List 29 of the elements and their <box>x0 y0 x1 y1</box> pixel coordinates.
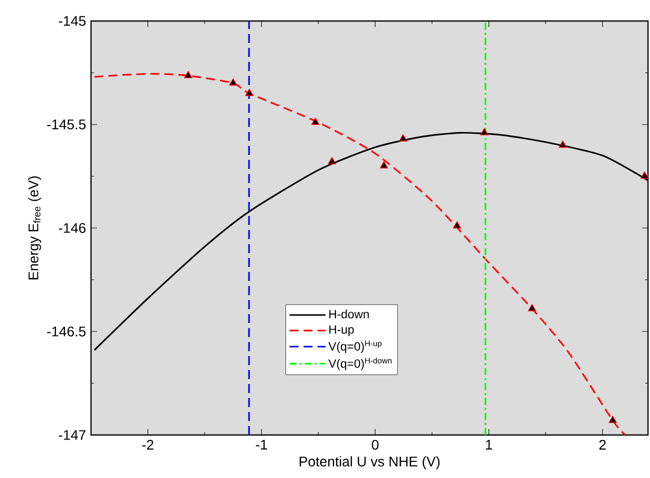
y-tick-label: -146 <box>58 223 86 233</box>
point <box>229 78 238 86</box>
point <box>452 221 462 228</box>
y-tick-label: -145.5 <box>47 120 86 130</box>
point <box>311 118 320 125</box>
legend-label: H-up <box>329 325 354 336</box>
x-tick-label: 0 <box>372 440 379 450</box>
x-axis-title: Potential U vs NHE (V) <box>300 456 440 470</box>
point <box>608 416 617 424</box>
y-tick-label: -146.5 <box>47 326 86 336</box>
point <box>399 134 408 142</box>
point <box>380 161 388 168</box>
point <box>184 71 192 78</box>
x-tick-label: 2 <box>599 440 606 450</box>
point <box>528 304 536 312</box>
point <box>480 128 488 136</box>
point <box>640 172 649 179</box>
x-tick-label: -1 <box>256 440 268 450</box>
legend-label: V(q=0)$^{H-up}$ <box>328 340 382 353</box>
point <box>328 157 336 164</box>
x-tick-label: 1 <box>486 440 492 450</box>
y-axis-title: Energy E$_{free}$ (eV) <box>28 176 42 280</box>
legend-label: H-down <box>329 310 369 318</box>
point <box>558 140 567 148</box>
legend-label: V(q=0)$^{H-down}$ <box>328 358 392 370</box>
x-tick-label: -2 <box>142 440 154 450</box>
y-tick-label: -147 <box>58 430 86 440</box>
y-tick-label: -145 <box>58 16 86 26</box>
point <box>245 88 254 96</box>
